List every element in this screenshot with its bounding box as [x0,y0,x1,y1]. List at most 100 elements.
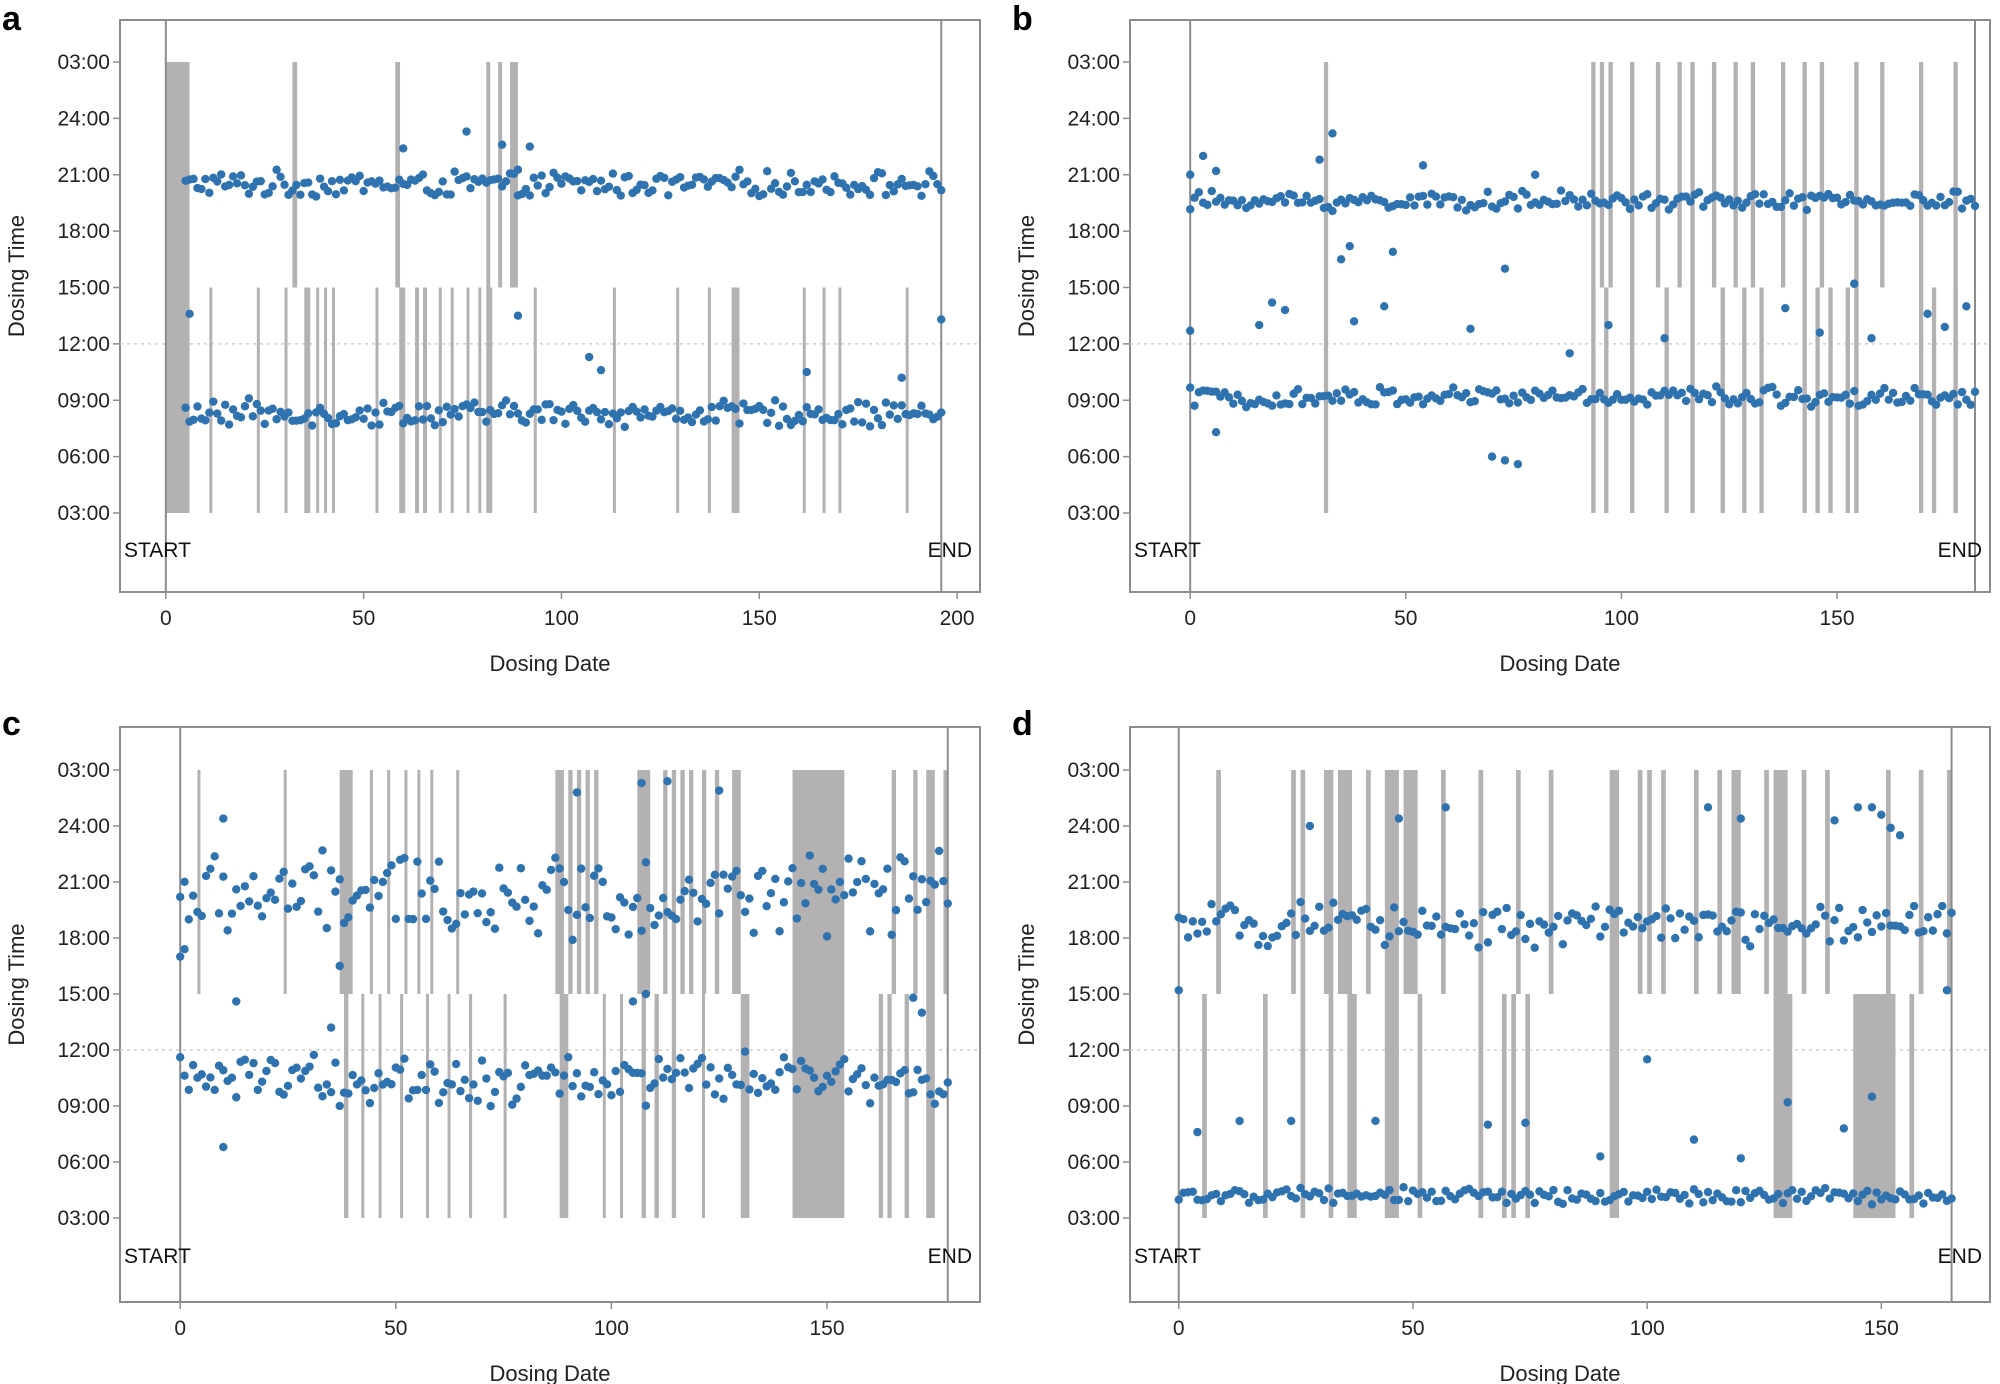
missed-morning-band [887,994,892,1218]
morning-dose-point [335,1101,344,1111]
panel-letter: a [2,0,22,38]
evening-dose-point [1263,941,1272,951]
evening-dose-point [1371,925,1380,934]
evening-dose-point [1394,814,1404,823]
evening-dose-point [1900,925,1909,935]
x-tick-label: 0 [174,1317,186,1340]
morning-dose-point [766,1079,776,1088]
morning-dose-point [1849,1189,1858,1198]
morning-dose-point [1461,388,1471,398]
missed-evening-band [1819,62,1825,288]
morning-dose-point [917,1008,927,1017]
evening-dose-point [1345,241,1354,251]
morning-dose-point [1850,279,1859,288]
evening-dose-point [529,902,538,911]
morning-dose-point [687,417,697,427]
morning-dose-point [284,408,293,417]
evening-dose-point [469,887,478,896]
evening-dose-point [256,176,265,186]
morning-dose-point [460,1075,469,1085]
y-tick-label: 12:00 [1067,1039,1120,1062]
morning-dose-point [891,1077,901,1087]
morning-dose-point [1487,452,1497,461]
missed-evening-band [1609,770,1620,994]
evening-dose-point [219,872,228,881]
morning-dose-point [897,373,906,382]
morning-dose-point [1272,391,1281,400]
evening-dose-point [594,864,603,873]
evening-dose-point [921,179,930,189]
morning-dose-point [675,406,685,415]
evening-dose-point [806,187,815,197]
morning-dose-point [549,415,558,425]
morning-dose-point [594,1089,603,1099]
morning-dose-point [1712,382,1721,391]
evening-dose-point [1399,917,1408,927]
morning-dose-point [852,1070,862,1079]
morning-dose-point [1414,392,1423,401]
evening-dose-point [378,877,388,887]
evening-dose-point [637,778,646,788]
evening-dose-point [1450,924,1460,934]
morning-dose-point [1703,391,1712,400]
evening-dose-point [650,920,659,930]
evening-dose-point [1820,911,1830,920]
evening-dose-point [1449,192,1458,202]
y-tick-label: 03:00 [1067,759,1120,782]
missed-morning-band [602,994,606,1218]
evening-dose-point [323,187,333,196]
morning-dose-point [1336,396,1346,405]
evening-dose-point [197,184,206,194]
morning-dose-point [1685,1199,1694,1208]
evening-dose-point [1207,186,1216,196]
morning-dose-point [404,1094,413,1103]
evening-dose-point [796,878,806,888]
morning-dose-point [1768,382,1777,392]
panel-a: a 03:00 06:00 09:00 12:00 15:00 18:00 21:00 24:0… [2,0,981,676]
evening-dose-point [305,862,314,871]
morning-dose-point [1216,1197,1226,1206]
morning-dose-point [395,1065,405,1074]
morning-dose-point [636,413,645,422]
y-tick-label: 15:00 [57,277,110,300]
morning-dose-point [1578,384,1587,394]
evening-dose-point [930,880,940,889]
evening-dose-point [870,879,879,889]
morning-dose-point [209,397,218,406]
evening-dose-point [702,899,711,908]
evening-dose-point [1633,912,1642,922]
morning-dose-point [379,398,388,408]
evening-dose-point [1863,918,1872,927]
morning-dose-point [1923,390,1932,399]
evening-dose-point [745,894,754,903]
evening-dose-point [1957,204,1967,213]
morning-dose-point [348,1070,357,1080]
y-tick-label: 06:00 [1067,446,1120,469]
evening-dose-point [1460,920,1469,929]
evening-dose-point [1328,206,1337,216]
evening-dose-point [1858,905,1867,915]
y-tick-label: 06:00 [57,446,110,469]
plot-frame [119,726,981,1303]
evening-dose-point [551,853,560,862]
evening-dose-point [335,875,344,884]
morning-dose-point [371,408,380,417]
morning-dose-point [788,1064,797,1074]
morning-dose-point [1660,334,1669,343]
evening-dose-point [865,927,875,936]
evening-dose-point [1942,929,1952,938]
morning-dose-point [822,1071,832,1080]
morning-dose-point [707,402,716,412]
evening-dose-point [822,932,832,941]
morning-dose-point [1493,1192,1502,1202]
evening-dose-point [751,184,760,194]
y-tick-label: 21:00 [1067,164,1120,187]
morning-dose-point [1733,399,1743,408]
evening-dose-point [1282,918,1291,928]
evening-dose-point [1582,201,1592,210]
evening-dose-point [466,183,475,193]
morning-dose-point [917,401,926,410]
missed-morning-band [904,994,909,1218]
evening-dose-point [1525,919,1535,929]
evening-dose-point [675,172,685,182]
